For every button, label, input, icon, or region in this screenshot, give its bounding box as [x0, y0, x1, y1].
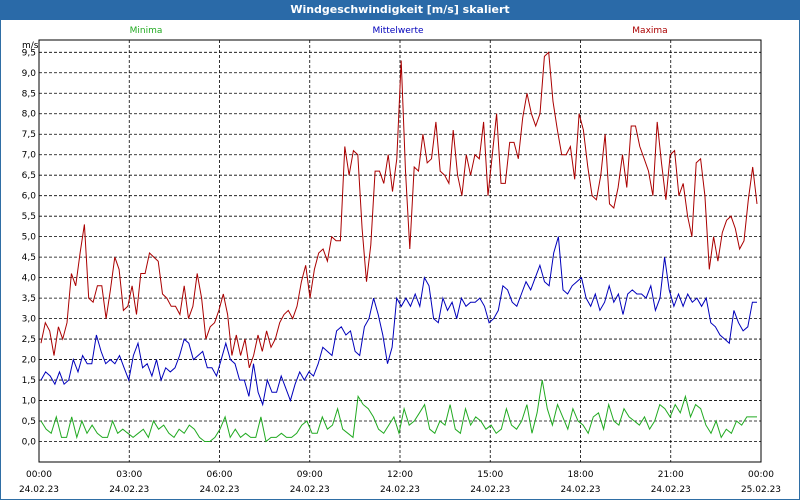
- y-tick-label: 6,0: [22, 192, 37, 202]
- y-tick-label: 4,0: [22, 274, 37, 284]
- series-line-mittelwerte: [40, 236, 757, 407]
- x-tick-time: 03:00: [116, 470, 142, 480]
- x-tick-date: 25.02.23: [741, 485, 781, 495]
- y-tick-label: 8,5: [22, 89, 36, 99]
- y-axis-ticks: 0,0 0,5 1,0 1,5 2,0 2,5 3,0 3,5 4,0 4,5 5,0 5,5 6,0 6…: [22, 48, 37, 447]
- x-tick-time: 09:00: [297, 470, 323, 480]
- x-tick-time: 00:00: [26, 470, 52, 480]
- x-tick-date: 24.02.23: [470, 485, 510, 495]
- legend-entry-mittelwerte: Mittelwerte: [372, 26, 423, 36]
- x-tick-date: 24.02.23: [199, 485, 239, 495]
- y-tick-label: 6,5: [22, 171, 36, 181]
- y-tick-label: 1,5: [22, 376, 36, 386]
- y-tick-label: 2,5: [22, 335, 36, 345]
- x-tick-date: 24.02.23: [651, 485, 691, 495]
- y-tick-label: 7,5: [22, 130, 36, 140]
- y-tick-label: 0,5: [22, 417, 36, 427]
- y-tick-label: 0,0: [22, 438, 37, 448]
- legend-entry-minima: Minima: [130, 26, 163, 36]
- legend-entry-maxima: Maxima: [632, 26, 667, 36]
- series-lines: [40, 51, 758, 443]
- y-tick-label: 5,5: [22, 212, 36, 222]
- x-tick-date: 24.02.23: [19, 485, 59, 495]
- y-tick-label: 3,5: [22, 294, 36, 304]
- x-tick-time: 15:00: [477, 470, 503, 480]
- series-line-minima: [40, 380, 757, 443]
- y-axis-label: m/s: [22, 41, 39, 51]
- grid-lines: [39, 40, 761, 462]
- series-line-maxima: [40, 51, 758, 368]
- y-tick-label: 5,0: [22, 233, 37, 243]
- y-tick-label: 4,5: [22, 253, 36, 263]
- y-tick-label: 8,0: [22, 110, 37, 120]
- y-tick-label: 7,0: [22, 151, 37, 161]
- chart-title: Windgeschwindigkeit [m/s] skaliert: [0, 0, 800, 20]
- y-tick-label: 1,0: [22, 397, 37, 407]
- x-tick-time: 18:00: [568, 470, 594, 480]
- y-tick-label: 9,0: [22, 69, 37, 79]
- x-tick-time: 06:00: [207, 470, 233, 480]
- x-tick-date: 24.02.23: [560, 485, 600, 495]
- y-tick-label: 2,0: [22, 356, 37, 366]
- x-tick-date: 24.02.23: [109, 485, 149, 495]
- y-tick-label: 3,0: [22, 315, 37, 325]
- y-tick-label: 9,5: [22, 48, 36, 58]
- x-tick-time: 12:00: [387, 470, 413, 480]
- legend: Minima Mittelwerte Maxima: [130, 26, 668, 36]
- x-axis-ticks: 00:00 24.02.23 03:00 24.02.23 06:00 24.02.23 0…: [19, 470, 781, 495]
- x-tick-date: 24.02.23: [290, 485, 330, 495]
- x-tick-time: 00:00: [748, 470, 774, 480]
- x-tick-date: 24.02.23: [380, 485, 420, 495]
- x-tick-time: 21:00: [658, 470, 684, 480]
